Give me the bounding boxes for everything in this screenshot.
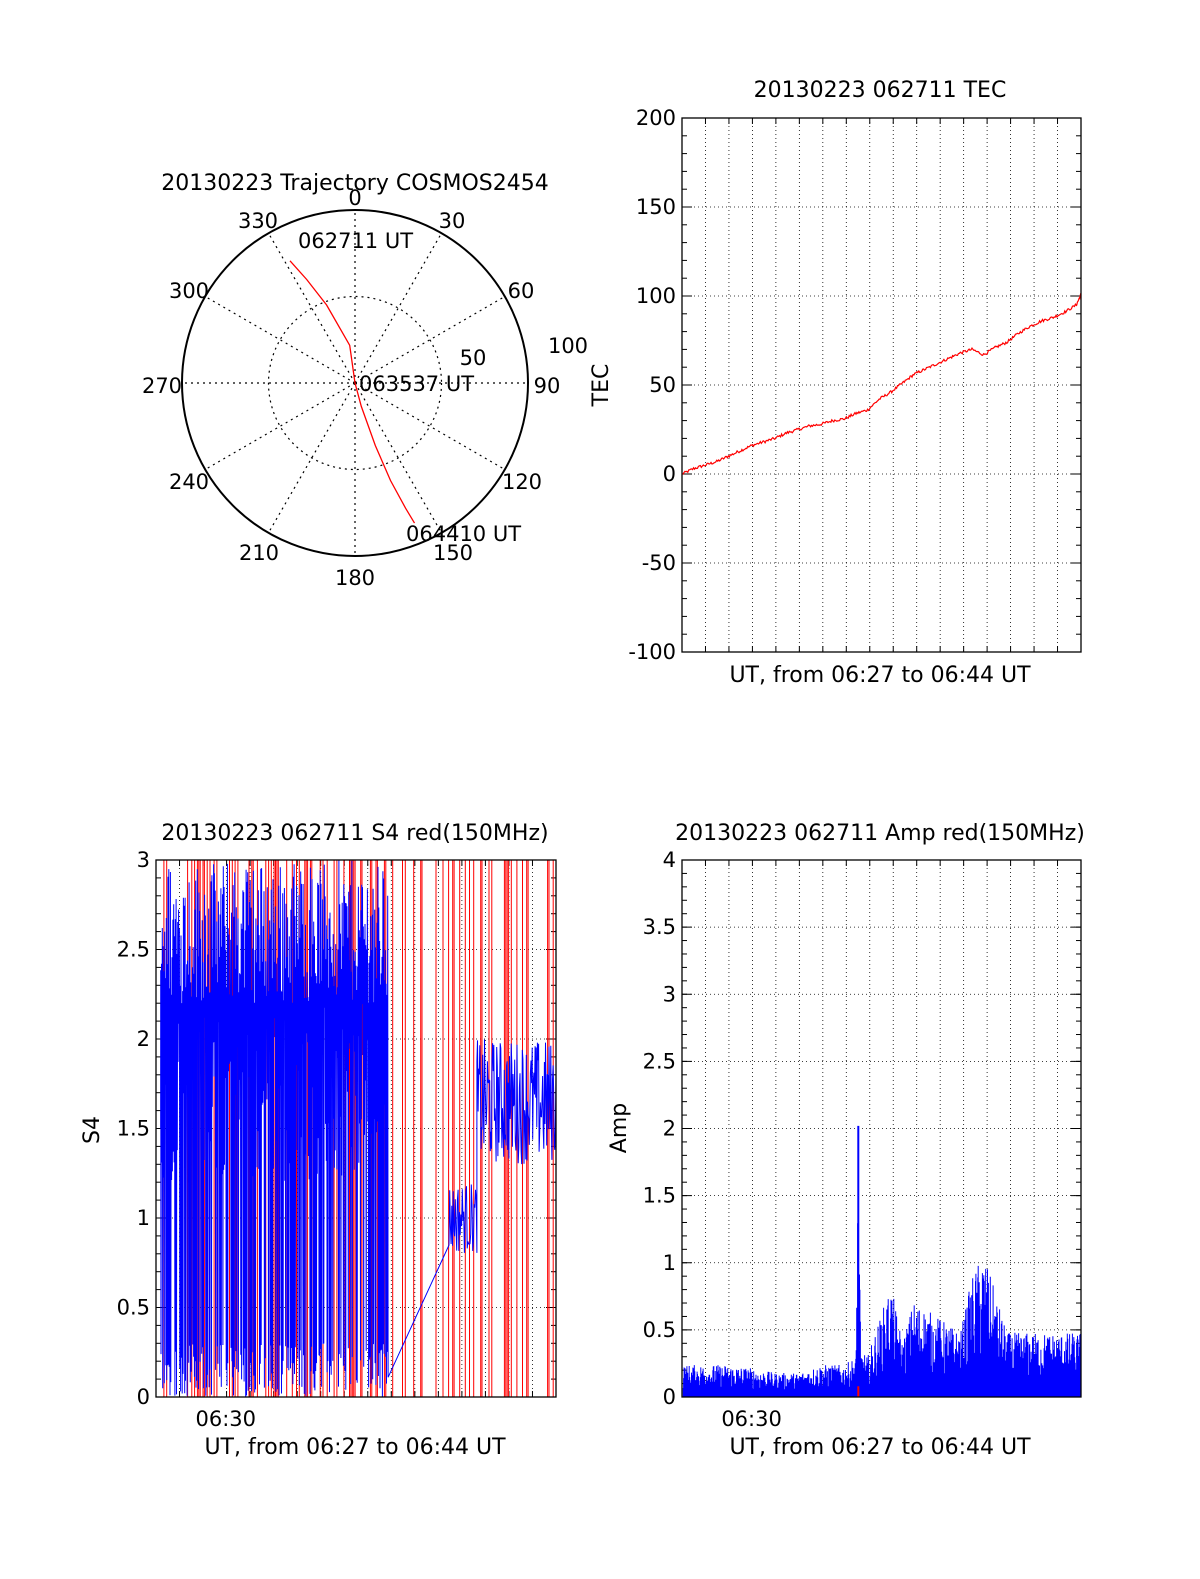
s4-ylabel: S4 xyxy=(80,1116,105,1144)
y-tick-label: 2 xyxy=(137,1027,150,1051)
y-tick-label: -100 xyxy=(628,640,676,664)
polar-angle-label: 330 xyxy=(238,209,278,233)
plot-frame xyxy=(681,859,1082,1398)
amp-title: 20130223 062711 Amp red(150MHz) xyxy=(675,821,1085,846)
y-tick-label: 3 xyxy=(663,982,676,1006)
s4-x-tick-label: 06:30 xyxy=(196,1407,257,1431)
y-tick-label: -50 xyxy=(642,551,676,575)
polar-spoke xyxy=(204,295,356,384)
y-tick-label: 3.5 xyxy=(643,915,676,939)
polar-trajectory xyxy=(289,260,416,524)
y-tick-label: 0 xyxy=(137,1385,150,1409)
amp-panel: 20130223 062711 Amp red(150MHz) 0 0.5 1 1.5… xyxy=(607,821,1085,1460)
s4-xlabel: UT, from 06:27 to 06:44 UT xyxy=(204,1435,506,1460)
y-tick-label: 150 xyxy=(636,195,676,219)
s4-traces xyxy=(160,860,557,1397)
s4-panel: 20130223 062711 S4 red(150MHz) 0 0.5 1 1.5 2… xyxy=(80,821,557,1460)
y-tick-label: 0 xyxy=(663,1385,676,1409)
y-tick-label: 2.5 xyxy=(117,938,150,962)
tec-plot-area: -100 -50 0 50 100 150 200 xyxy=(628,106,1082,664)
amp-x-tick-label: 06:30 xyxy=(721,1407,782,1431)
polar-angle-label: 180 xyxy=(335,566,375,590)
amp-xlabel: UT, from 06:27 to 06:44 UT xyxy=(729,1435,1031,1460)
trajectory-time-label: 062711 UT xyxy=(298,229,413,253)
amp-blue-trace xyxy=(682,1133,1082,1397)
tec-panel: 20130223 062711 TEC -100-50050100150200 … xyxy=(589,78,1082,688)
y-tick-label: 50 xyxy=(649,373,676,397)
tec-series-line xyxy=(681,293,1082,475)
y-tick-label: 4 xyxy=(663,848,676,872)
s4-blue-trace xyxy=(160,860,557,1397)
polar-grid xyxy=(181,209,529,557)
y-tick-label: 0.5 xyxy=(643,1318,676,1342)
trajectory-line xyxy=(289,260,416,524)
polar-angle-label: 270 xyxy=(142,374,182,398)
y-tick-label: 1 xyxy=(137,1206,150,1230)
polar-angle-label: 0 xyxy=(348,186,361,210)
polar-spoke xyxy=(354,232,443,384)
y-tick-label: 3 xyxy=(137,848,150,872)
polar-spoke xyxy=(354,382,443,534)
polar-angle-labels: 0 30 60 90 120 150 180 210 240 270 300 330 xyxy=(142,186,560,590)
polar-angle-label: 120 xyxy=(502,470,542,494)
polar-spoke xyxy=(354,295,506,384)
amp-plot-area: 0 0.5 1 1.5 2 2.5 3 3.5 4 06:30 xyxy=(643,848,1082,1431)
plot-frame xyxy=(155,859,557,1398)
trajectory-time-label: 063537 UT xyxy=(359,372,474,396)
y-tick-label: 1 xyxy=(663,1251,676,1275)
plot-frame xyxy=(681,117,1082,653)
polar-angle-label: 240 xyxy=(169,470,209,494)
y-tick-label: 100 xyxy=(636,284,676,308)
polar-angle-label: 60 xyxy=(508,279,535,303)
amp-ylabel: Amp xyxy=(607,1103,632,1153)
polar-angle-label: 30 xyxy=(439,209,466,233)
y-tick-label: 0.5 xyxy=(117,1296,150,1320)
y-tick-label: 200 xyxy=(636,106,676,130)
polar-spoke xyxy=(267,232,356,384)
y-tick-label: 0 xyxy=(663,462,676,486)
s4-plot-area: 0 0.5 1 1.5 2 2.5 3 06:30 xyxy=(117,848,557,1431)
y-tick-label: 2.5 xyxy=(643,1049,676,1073)
polar-inner-ring xyxy=(267,295,443,471)
tec-ylabel: TEC xyxy=(589,364,614,408)
tec-title: 20130223 062711 TEC xyxy=(754,78,1007,103)
polar-radius-label: 50 xyxy=(460,346,487,370)
polar-radius-labels: 50 100 xyxy=(460,334,588,370)
y-tick-label: 1.5 xyxy=(117,1117,150,1141)
polar-spoke xyxy=(267,382,356,534)
polar-angle-label: 300 xyxy=(169,279,209,303)
polar-angle-label: 90 xyxy=(534,374,561,398)
polar-outer-ring xyxy=(181,209,529,557)
polar-angle-label: 150 xyxy=(433,541,473,565)
polar-panel: 20130223 Trajectory COSMOS2454 0 30 60 90 12… xyxy=(142,171,588,590)
polar-spoke xyxy=(354,382,506,471)
y-tick-label: 2 xyxy=(663,1117,676,1141)
tec-xlabel: UT, from 06:27 to 06:44 UT xyxy=(729,663,1031,688)
polar-radius-label: 100 xyxy=(548,334,588,358)
polar-angle-label: 210 xyxy=(239,541,279,565)
s4-title: 20130223 062711 S4 red(150MHz) xyxy=(161,821,548,846)
polar-title: 20130223 Trajectory COSMOS2454 xyxy=(161,171,548,196)
trajectory-time-label: 064410 UT xyxy=(406,522,521,546)
y-tick-label: 1.5 xyxy=(643,1184,676,1208)
polar-annotations: 062711 UT 063537 UT 064410 UT xyxy=(298,229,521,546)
polar-spoke xyxy=(204,382,356,471)
